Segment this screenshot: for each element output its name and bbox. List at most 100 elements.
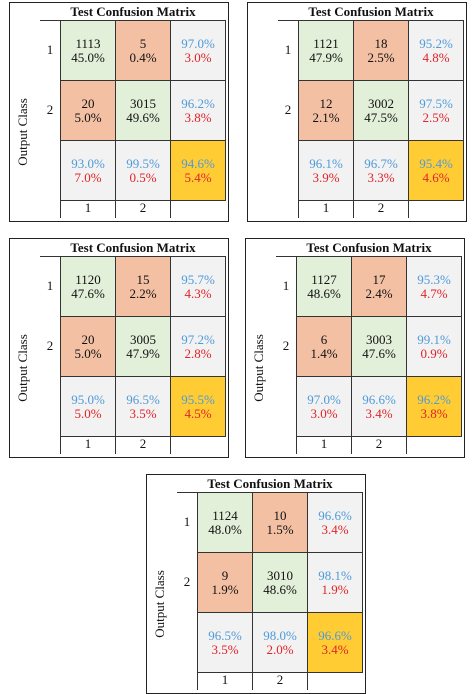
row-label: 2 bbox=[183, 574, 191, 589]
matrix-cell: 20 5.0% bbox=[61, 317, 116, 377]
matrix-cell: 97.0% 3.0% bbox=[171, 21, 226, 81]
cell-error-rate: 3.0% bbox=[310, 405, 338, 421]
matrix-cell: 99.5% 0.5% bbox=[116, 141, 171, 201]
cell-accuracy: 96.5% bbox=[208, 627, 242, 643]
matrix-cell: 18 2.5% bbox=[354, 21, 409, 81]
chart-title: Test Confusion Matrix bbox=[70, 4, 196, 19]
matrix-cell: 95.5% 4.5% bbox=[171, 377, 226, 437]
y-axis-label-text: Output Class bbox=[152, 570, 168, 638]
cell-accuracy: 97.0% bbox=[307, 391, 341, 407]
matrix-cell: 5 0.4% bbox=[116, 21, 171, 81]
cell-accuracy: 94.6% bbox=[181, 155, 215, 171]
column-divider bbox=[307, 672, 308, 690]
column-divider bbox=[197, 672, 198, 690]
cell-percent: 2.5% bbox=[367, 49, 395, 65]
column-divider bbox=[60, 436, 61, 454]
column-label: 1 bbox=[320, 436, 328, 451]
cell-percent: 2.1% bbox=[312, 109, 340, 125]
cell-error-rate: 3.9% bbox=[312, 169, 340, 185]
column-divider bbox=[115, 436, 116, 454]
cell-accuracy: 99.1% bbox=[417, 331, 451, 347]
y-axis-label: Output Class bbox=[248, 303, 270, 433]
column-divider bbox=[406, 436, 407, 454]
cell-percent: 2.4% bbox=[365, 285, 393, 301]
cell-percent: 2.2% bbox=[129, 285, 157, 301]
matrix-cell: 9 1.9% bbox=[198, 553, 253, 613]
cell-count: 1113 bbox=[75, 35, 101, 51]
confusion-matrix-panel: Output Class Test Confusion Matrix 1 2 1127 4… bbox=[245, 238, 465, 458]
cell-percent: 5.0% bbox=[74, 109, 102, 125]
cell-count: 10 bbox=[273, 507, 287, 523]
matrix-cell: 97.0% 3.0% bbox=[297, 377, 352, 437]
cell-accuracy: 95.2% bbox=[419, 35, 453, 51]
column-label-frame bbox=[298, 200, 463, 219]
cell-accuracy: 98.0% bbox=[263, 627, 297, 643]
column-label: 2 bbox=[377, 200, 385, 215]
matrix-cell: 6 1.4% bbox=[297, 317, 352, 377]
chart-title: Test Confusion Matrix bbox=[207, 476, 333, 491]
confusion-matrix-panel: Output Class Test Confusion Matrix 1 2 1113 4… bbox=[9, 2, 229, 222]
row-label: 2 bbox=[282, 338, 290, 353]
confusion-matrix-panel: Test Confusion Matrix 1 2 1121 47.9% 18 2.5% 95… bbox=[247, 2, 467, 222]
cell-accuracy: 96.5% bbox=[126, 391, 160, 407]
cell-count: 20 bbox=[81, 331, 95, 347]
cell-error-rate: 3.4% bbox=[365, 405, 393, 421]
cell-error-rate: 5.0% bbox=[74, 405, 102, 421]
matrix-cell: 98.0% 2.0% bbox=[253, 613, 308, 673]
matrix-cell: 96.2% 3.8% bbox=[171, 81, 226, 141]
matrix-cell: 3010 48.6% bbox=[253, 553, 308, 613]
y-axis-label: Output Class bbox=[149, 539, 171, 669]
matrix-cell: 99.1% 0.9% bbox=[407, 317, 462, 377]
y-axis-label-text: Output Class bbox=[15, 334, 31, 402]
cell-accuracy: 97.5% bbox=[419, 95, 453, 111]
matrix-grid: 1127 48.6% 17 2.4% 95.3% 4.7% 6 1.4% 3003 47.6% 99… bbox=[296, 256, 462, 437]
cell-accuracy: 95.0% bbox=[71, 391, 105, 407]
cell-error-rate: 3.0% bbox=[184, 49, 212, 65]
matrix-cell: 96.5% 3.5% bbox=[198, 613, 253, 673]
matrix-cell: 3002 47.5% bbox=[354, 81, 409, 141]
matrix-grid: 1120 47.6% 15 2.2% 95.7% 4.3% 20 5.0% 3005 47.9% 9… bbox=[60, 256, 226, 437]
chart-title: Test Confusion Matrix bbox=[70, 240, 196, 255]
matrix-cell: 96.6% 3.4% bbox=[352, 377, 407, 437]
cell-count: 3015 bbox=[130, 95, 156, 111]
cell-error-rate: 3.3% bbox=[367, 169, 395, 185]
cell-count: 18 bbox=[374, 35, 388, 51]
cell-percent: 0.4% bbox=[129, 49, 157, 65]
matrix-cell: 97.5% 2.5% bbox=[409, 81, 464, 141]
cell-percent: 1.5% bbox=[266, 521, 294, 537]
matrix-cell: 96.6% 3.4% bbox=[308, 493, 363, 553]
cell-accuracy: 96.7% bbox=[364, 155, 398, 171]
cell-error-rate: 4.5% bbox=[184, 405, 212, 421]
matrix-cell: 95.2% 4.8% bbox=[409, 21, 464, 81]
column-label: 1 bbox=[84, 436, 92, 451]
cell-error-rate: 3.8% bbox=[420, 405, 448, 421]
confusion-matrix-panel: Output Class Test Confusion Matrix 1 2 1120 4… bbox=[9, 238, 229, 458]
cell-count: 9 bbox=[221, 567, 229, 583]
cell-percent: 47.6% bbox=[71, 285, 105, 301]
column-label-frame bbox=[60, 436, 225, 455]
column-divider bbox=[115, 200, 116, 218]
column-label-frame bbox=[197, 672, 362, 691]
cell-error-rate: 4.6% bbox=[422, 169, 450, 185]
row-label: 1 bbox=[46, 278, 54, 293]
matrix-cell: 10 1.5% bbox=[253, 493, 308, 553]
column-label-frame bbox=[296, 436, 461, 455]
cell-error-rate: 3.4% bbox=[321, 641, 349, 657]
column-divider bbox=[298, 200, 299, 218]
cell-error-rate: 0.5% bbox=[129, 169, 157, 185]
cell-count: 3005 bbox=[130, 331, 156, 347]
matrix-cell: 96.7% 3.3% bbox=[354, 141, 409, 201]
matrix-cell: 1127 48.6% bbox=[297, 257, 352, 317]
column-divider bbox=[252, 672, 253, 690]
cell-accuracy: 93.0% bbox=[71, 155, 105, 171]
column-label: 2 bbox=[139, 200, 147, 215]
row-label: 2 bbox=[46, 102, 54, 117]
column-label: 1 bbox=[221, 672, 229, 687]
cell-percent: 47.9% bbox=[126, 345, 160, 361]
cell-percent: 48.6% bbox=[307, 285, 341, 301]
confusion-matrix-panel: Output Class Test Confusion Matrix 1 2 1124 4… bbox=[146, 474, 366, 694]
matrix-cell: 95.7% 4.3% bbox=[171, 257, 226, 317]
cell-percent: 47.9% bbox=[309, 49, 343, 65]
row-label: 2 bbox=[284, 102, 292, 117]
cell-error-rate: 7.0% bbox=[74, 169, 102, 185]
